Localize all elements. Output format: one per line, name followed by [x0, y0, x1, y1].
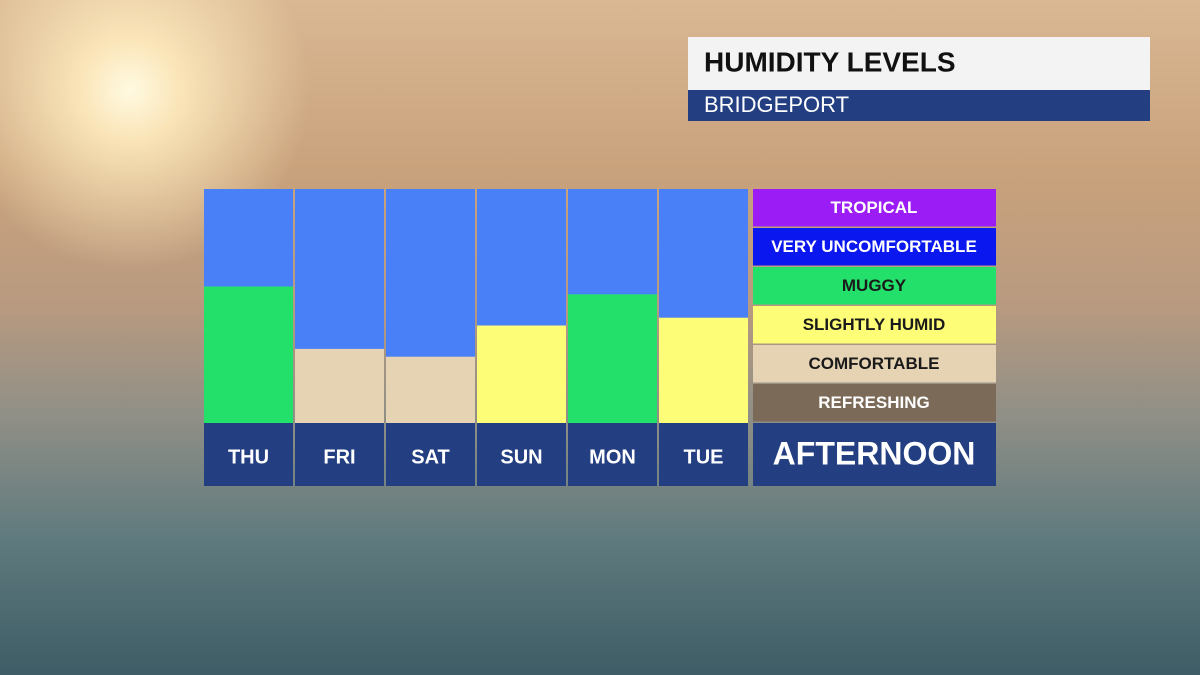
- x-tick-label: MON: [589, 446, 636, 468]
- bar: [295, 348, 384, 423]
- legend-label: VERY UNCOMFORTABLE: [771, 237, 977, 256]
- legend-swatch: [753, 228, 996, 266]
- subtitle-box: [688, 90, 1150, 121]
- bar: [659, 317, 748, 423]
- chart-title: HUMIDITY LEVELS: [704, 46, 956, 77]
- x-label-box: [477, 423, 566, 486]
- period-label: AFTERNOON: [773, 435, 976, 471]
- bar: [386, 356, 475, 423]
- location: BRIDGEPORT: [704, 92, 849, 117]
- bar: [477, 325, 566, 423]
- x-tick-label: TUE: [684, 446, 724, 468]
- period-box: [753, 423, 996, 486]
- legend-swatch: [753, 345, 996, 383]
- legend-swatch: [753, 189, 996, 227]
- bar: [204, 286, 293, 423]
- x-label-box: [295, 423, 384, 486]
- legend-label: MUGGY: [842, 276, 907, 295]
- x-label-box: [386, 423, 475, 486]
- x-label-box: [204, 423, 293, 486]
- bar: [568, 294, 657, 423]
- legend-swatch: [753, 306, 996, 344]
- legend-label: TROPICAL: [831, 198, 918, 217]
- legend-swatch: [753, 384, 996, 422]
- x-label-box: [568, 423, 657, 486]
- x-tick-label: SUN: [500, 446, 542, 468]
- x-tick-label: FRI: [323, 446, 355, 468]
- x-tick-label: THU: [228, 446, 269, 468]
- legend-label: SLIGHTLY HUMID: [803, 315, 946, 334]
- x-tick-label: SAT: [411, 446, 450, 468]
- legend-label: COMFORTABLE: [809, 354, 940, 373]
- title-box: [688, 37, 1150, 90]
- legend-swatch: [753, 267, 996, 305]
- legend-label: REFRESHING: [818, 393, 929, 412]
- x-label-box: [659, 423, 748, 486]
